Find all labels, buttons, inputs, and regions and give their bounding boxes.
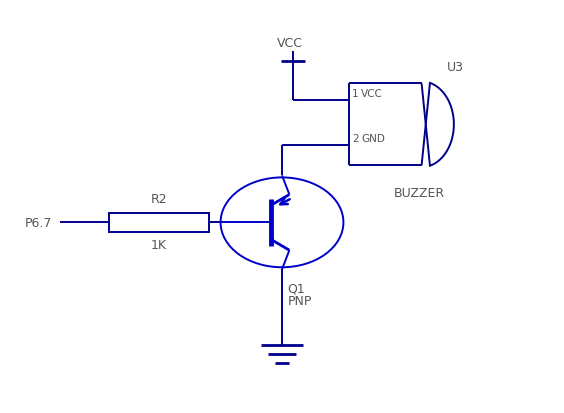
Text: R2: R2 [151,193,168,206]
Text: Q1: Q1 [288,282,305,295]
Text: BUZZER: BUZZER [393,186,444,199]
Text: 1: 1 [352,88,359,99]
Text: U3: U3 [447,61,464,74]
Bar [109,213,209,233]
Text: PNP: PNP [288,294,312,307]
Text: VCC: VCC [362,88,383,99]
Text: P6.7: P6.7 [25,216,52,229]
Text: VCC: VCC [277,37,303,50]
Text: 1K: 1K [151,239,167,252]
Text: GND: GND [362,133,385,143]
Text: 2: 2 [352,133,359,143]
